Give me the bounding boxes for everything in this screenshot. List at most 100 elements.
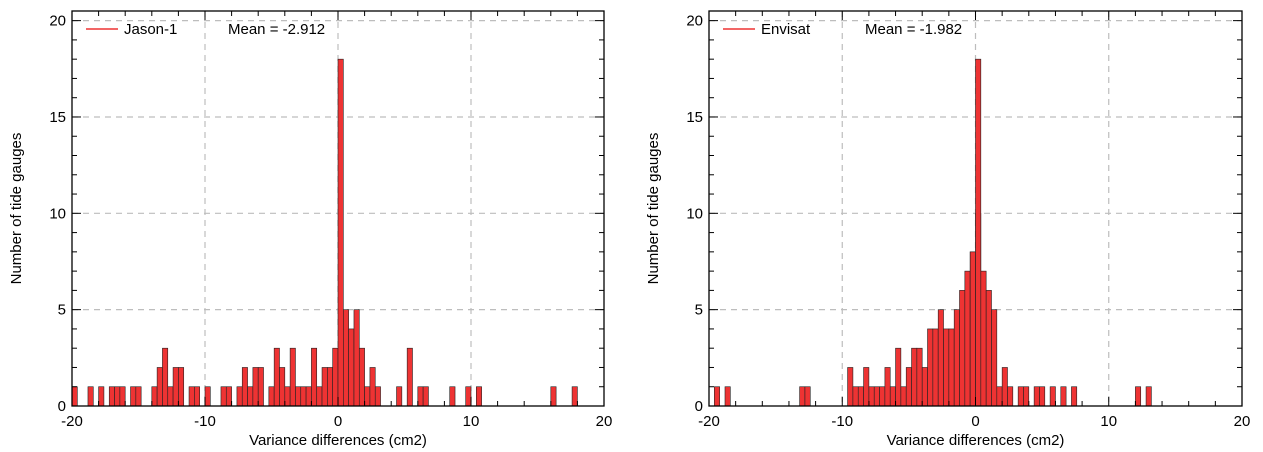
histogram-bar bbox=[108, 386, 115, 407]
y-tick-label: 0 bbox=[58, 398, 66, 415]
histogram-bar bbox=[1039, 386, 1046, 407]
x-tick-labels: -20 -10 0 10 20 bbox=[61, 413, 612, 430]
bars bbox=[71, 58, 578, 407]
histogram-bar bbox=[194, 386, 200, 407]
x-axis-label: Variance differences (cm2) bbox=[249, 432, 427, 449]
histogram-bar bbox=[87, 386, 94, 407]
histogram-bar bbox=[550, 386, 557, 407]
histogram-bar bbox=[167, 386, 174, 407]
histogram-bar bbox=[178, 367, 185, 407]
histogram-bar bbox=[863, 367, 870, 407]
histogram-panel-envisat: -20 -10 0 10 20 0 5 10 15 20 Envisat Mean = -1.9… bbox=[645, 10, 1251, 449]
y-tick-label: 10 bbox=[49, 205, 66, 222]
y-axis-label: Number of tide gauges bbox=[645, 133, 662, 285]
histogram-bar bbox=[130, 386, 137, 407]
histogram-bar bbox=[991, 309, 998, 407]
histogram-bar bbox=[911, 347, 918, 407]
histogram-bar bbox=[916, 347, 923, 407]
histogram-bar bbox=[884, 367, 891, 407]
histogram-bar bbox=[119, 386, 126, 407]
y-tick-label: 0 bbox=[695, 398, 703, 415]
histogram-bar bbox=[905, 367, 912, 407]
histogram-bar bbox=[71, 386, 78, 407]
histogram-bar bbox=[188, 386, 195, 407]
histogram-bar bbox=[964, 270, 971, 407]
histogram-bar bbox=[236, 386, 243, 407]
histogram-bar bbox=[985, 290, 992, 407]
histogram-bar bbox=[114, 386, 121, 407]
histogram-bar bbox=[321, 367, 328, 407]
histogram-bar bbox=[257, 367, 264, 407]
histogram-bar bbox=[252, 367, 259, 407]
x-axis-label: Variance differences (cm2) bbox=[887, 432, 1065, 449]
histogram-bar bbox=[305, 386, 312, 407]
histogram-bar bbox=[332, 347, 339, 407]
histogram-bar bbox=[316, 386, 323, 407]
histogram-bar bbox=[343, 309, 349, 407]
x-tick-label: 20 bbox=[596, 413, 613, 430]
histogram-bar bbox=[358, 347, 365, 407]
x-tick-label: 10 bbox=[463, 413, 480, 430]
histogram-bar bbox=[369, 367, 376, 407]
histogram-bar bbox=[943, 328, 950, 407]
bars bbox=[714, 58, 1152, 407]
x-tick-label: -10 bbox=[831, 413, 853, 430]
histogram-bar bbox=[284, 386, 291, 407]
y-tick-label: 20 bbox=[686, 13, 703, 30]
histogram-bar bbox=[1001, 367, 1008, 407]
histogram-bar bbox=[417, 386, 424, 407]
histogram-bar bbox=[135, 386, 142, 407]
histogram-bar bbox=[374, 386, 381, 407]
histogram-bar bbox=[1145, 386, 1152, 407]
histogram-bar bbox=[975, 58, 982, 407]
histogram-bar bbox=[804, 386, 811, 407]
legend: Envisat Mean = -1.982 bbox=[723, 21, 962, 38]
histogram-bar bbox=[879, 386, 886, 407]
histogram-bar bbox=[449, 386, 456, 407]
y-tick-label: 10 bbox=[686, 205, 703, 222]
y-tick-label: 5 bbox=[58, 302, 66, 319]
histogram-bar bbox=[98, 386, 105, 407]
histogram-bar bbox=[353, 309, 360, 407]
histogram-bar bbox=[204, 386, 211, 407]
histogram-bar bbox=[937, 309, 944, 407]
histogram-bar bbox=[268, 386, 275, 407]
histogram-bar bbox=[1049, 386, 1056, 407]
x-tick-label: -20 bbox=[61, 413, 83, 430]
histogram-bar bbox=[162, 347, 169, 407]
histogram-bar bbox=[1023, 386, 1030, 407]
histogram-bar bbox=[959, 290, 966, 407]
histogram-bar bbox=[921, 367, 928, 407]
histogram-bar bbox=[969, 251, 976, 407]
histogram-bar bbox=[714, 386, 720, 407]
mean-annotation: Mean = -1.982 bbox=[865, 21, 962, 38]
histogram-bar bbox=[1007, 386, 1014, 407]
axis-ticks bbox=[708, 11, 1243, 407]
histogram-bar bbox=[868, 386, 875, 407]
histogram-bar bbox=[953, 309, 960, 407]
histogram-bar bbox=[889, 386, 896, 407]
histogram-bar bbox=[295, 386, 302, 407]
histogram-bar bbox=[873, 386, 880, 407]
histogram-bar bbox=[225, 386, 232, 407]
x-tick-label: 20 bbox=[1234, 413, 1251, 430]
histogram-bar bbox=[151, 386, 158, 407]
histogram-bar bbox=[932, 328, 939, 407]
histogram-panel-jason1: -20 -10 0 10 20 0 5 10 15 20 Jason-1 Mean = -2.9… bbox=[8, 10, 612, 449]
histogram-bar bbox=[895, 347, 902, 407]
histogram-bar bbox=[172, 367, 179, 407]
histogram-bar bbox=[220, 386, 227, 407]
histogram-bar bbox=[724, 386, 731, 407]
histogram-bar bbox=[1060, 386, 1067, 407]
histogram-bar bbox=[1071, 386, 1078, 407]
histogram-bar bbox=[927, 328, 934, 407]
histogram-bar bbox=[571, 386, 578, 407]
y-tick-labels: 0 5 10 15 20 bbox=[49, 13, 66, 415]
histogram-bar bbox=[406, 347, 413, 407]
x-tick-label: 10 bbox=[1100, 413, 1117, 430]
x-tick-label: 0 bbox=[334, 413, 342, 430]
histogram-bar bbox=[273, 347, 280, 407]
histogram-bar bbox=[311, 347, 318, 407]
y-tick-label: 15 bbox=[49, 109, 66, 126]
y-tick-labels: 0 5 10 15 20 bbox=[686, 13, 703, 415]
